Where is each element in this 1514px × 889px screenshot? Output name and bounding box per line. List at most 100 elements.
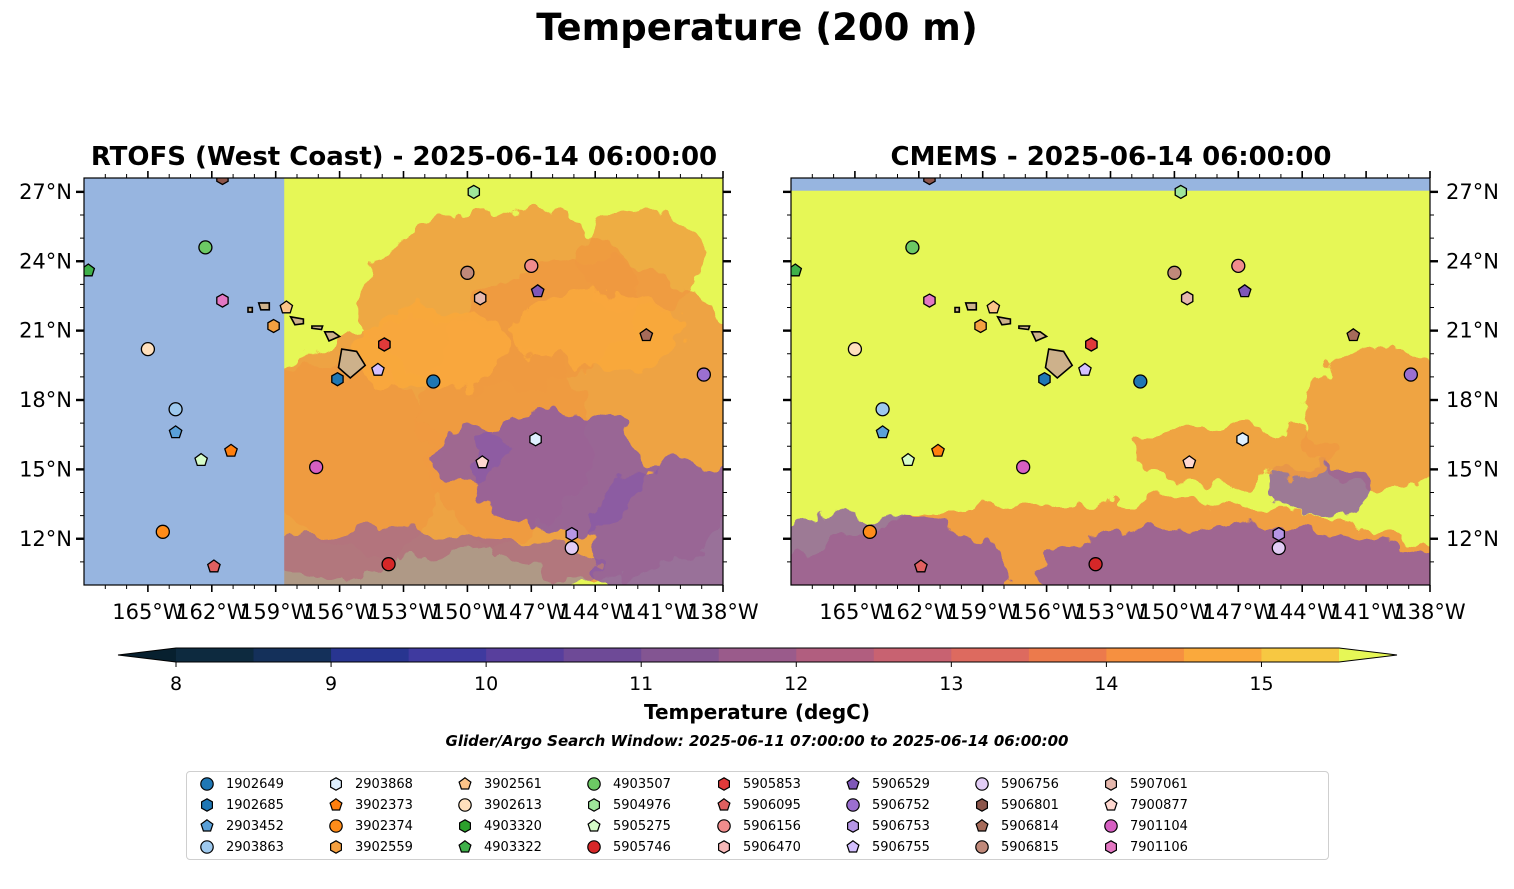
lat-tick-label: 24°N xyxy=(1446,249,1499,273)
float-marker-5906814 xyxy=(1346,328,1361,342)
float-marker-7901106 xyxy=(923,293,936,308)
colorbar-level xyxy=(1183,648,1262,662)
float-marker-7900877 xyxy=(1182,455,1197,469)
lat-tick-label: 18°N xyxy=(19,388,72,412)
legend-item: 5905746 xyxy=(586,837,671,857)
legend-label: 2903452 xyxy=(226,818,284,834)
legend-item: 5905275 xyxy=(586,816,671,836)
float-marker-5904976 xyxy=(1174,184,1188,200)
legend-label: 4903320 xyxy=(484,818,542,834)
legend-marker-icon xyxy=(1104,798,1118,811)
legend-marker-icon xyxy=(975,798,988,812)
lon-tick-label: 141°W xyxy=(1330,600,1402,624)
legend-marker-icon xyxy=(717,840,730,854)
float-marker-3902374 xyxy=(155,524,170,539)
float-marker-4903507 xyxy=(905,240,920,255)
float-marker-5906756 xyxy=(564,540,579,556)
legend-label: 5905746 xyxy=(613,839,671,855)
float-marker-2903863 xyxy=(875,402,890,417)
legend-item: 5906529 xyxy=(845,774,930,794)
colorbar-level xyxy=(563,648,642,662)
float-marker-2903868 xyxy=(1236,432,1249,447)
colorbar-label: Temperature (degC) xyxy=(644,700,870,724)
legend-item: 5906095 xyxy=(716,795,801,815)
colorbar-level xyxy=(486,648,565,662)
float-marker-1902685 xyxy=(1038,371,1051,387)
float-marker-1902649 xyxy=(426,374,441,389)
legend-marker-icon xyxy=(200,819,214,832)
legend-item: 5906801 xyxy=(974,795,1059,815)
float-marker-5904976 xyxy=(467,184,481,200)
lon-tick-label: 153°W xyxy=(1075,600,1147,624)
legend-marker-icon xyxy=(975,819,989,832)
legend-label: 4903507 xyxy=(613,776,671,792)
float-marker-2903863 xyxy=(168,402,183,417)
legend-item: 5906756 xyxy=(974,774,1059,794)
float-marker-3902373 xyxy=(224,443,238,457)
legend-label: 3902561 xyxy=(484,776,542,792)
legend-marker-icon xyxy=(975,840,989,854)
cmems-map: 165°W162°W159°W156°W153°W150°W147°W144°W… xyxy=(783,171,1499,624)
lon-tick-label: 153°W xyxy=(368,600,440,624)
float-marker-3902613 xyxy=(140,341,156,357)
lon-tick-label: 159°W xyxy=(240,600,312,624)
legend-item: 3902373 xyxy=(328,795,413,815)
lon-tick-label: 156°W xyxy=(304,600,376,624)
legend-item: 5907061 xyxy=(1103,774,1188,794)
legend-label: 5905853 xyxy=(743,776,801,792)
legend-marker-icon xyxy=(1104,777,1117,791)
float-marker-5906815 xyxy=(1167,265,1182,280)
colorbar: 8 9 10 11 12 13 14 15 xyxy=(117,647,1398,695)
island-outline xyxy=(954,306,961,313)
legend-item: 4903322 xyxy=(457,837,542,857)
legend-marker-icon xyxy=(587,798,600,812)
float-marker-1902649 xyxy=(1133,374,1148,389)
lat-tick-label: 27°N xyxy=(1446,180,1499,204)
legend-marker-icon xyxy=(329,840,342,854)
island-outline xyxy=(257,302,271,311)
float-marker-3902373 xyxy=(931,443,945,457)
legend-label: 7900877 xyxy=(1130,797,1188,813)
legend-label: 5904976 xyxy=(613,797,671,813)
legend-item: 1902685 xyxy=(199,795,284,815)
legend-marker-icon xyxy=(846,840,860,853)
legend-marker-icon xyxy=(200,798,213,812)
float-marker-5905853 xyxy=(1085,337,1098,352)
legend-item: 1902649 xyxy=(199,774,284,794)
float-marker-7900877 xyxy=(475,455,490,469)
float-marker-2903868 xyxy=(529,432,542,447)
colorbar-level xyxy=(1028,648,1107,662)
lon-tick-label: 141°W xyxy=(623,600,695,624)
legend-label: 5906814 xyxy=(1001,818,1059,834)
float-marker-7901104 xyxy=(1016,459,1031,475)
island-outline xyxy=(337,348,367,380)
colorbar-tick-label: 11 xyxy=(629,673,653,695)
colorbar-tick-label: 15 xyxy=(1249,673,1273,695)
float-marker-5906755 xyxy=(371,362,385,376)
lon-tick-label: 159°W xyxy=(947,600,1019,624)
lon-tick-label: 162°W xyxy=(176,600,248,624)
legend-label: 5906801 xyxy=(1001,797,1059,813)
float-marker-5906815 xyxy=(460,265,475,280)
island-outline xyxy=(1030,330,1049,343)
legend-label: 7901106 xyxy=(1130,839,1188,855)
lat-tick-label: 24°N xyxy=(19,249,72,273)
float-marker-5905275 xyxy=(901,452,916,467)
float-marker-5906529 xyxy=(1237,283,1252,298)
legend-item: 4903320 xyxy=(457,816,542,836)
legend-item: 2903868 xyxy=(328,774,413,794)
search-window-note: Glider/Argo Search Window: 2025-06-11 07… xyxy=(445,732,1069,750)
legend-marker-icon xyxy=(200,840,214,854)
legend-label: 5906756 xyxy=(1001,776,1059,792)
float-marker-4903507 xyxy=(198,240,213,255)
island-outline xyxy=(247,306,254,313)
legend-label: 3902613 xyxy=(484,797,542,813)
float-marker-2903452 xyxy=(168,425,183,439)
lon-tick-label: 150°W xyxy=(1139,600,1211,624)
legend-marker-icon xyxy=(717,777,730,791)
lon-tick-label: 165°W xyxy=(819,600,891,624)
float-marker-5906814 xyxy=(639,328,654,342)
lon-tick-label: 147°W xyxy=(1203,600,1275,624)
legend-label: 1902685 xyxy=(226,797,284,813)
colorbar-over-extension xyxy=(1339,648,1397,662)
